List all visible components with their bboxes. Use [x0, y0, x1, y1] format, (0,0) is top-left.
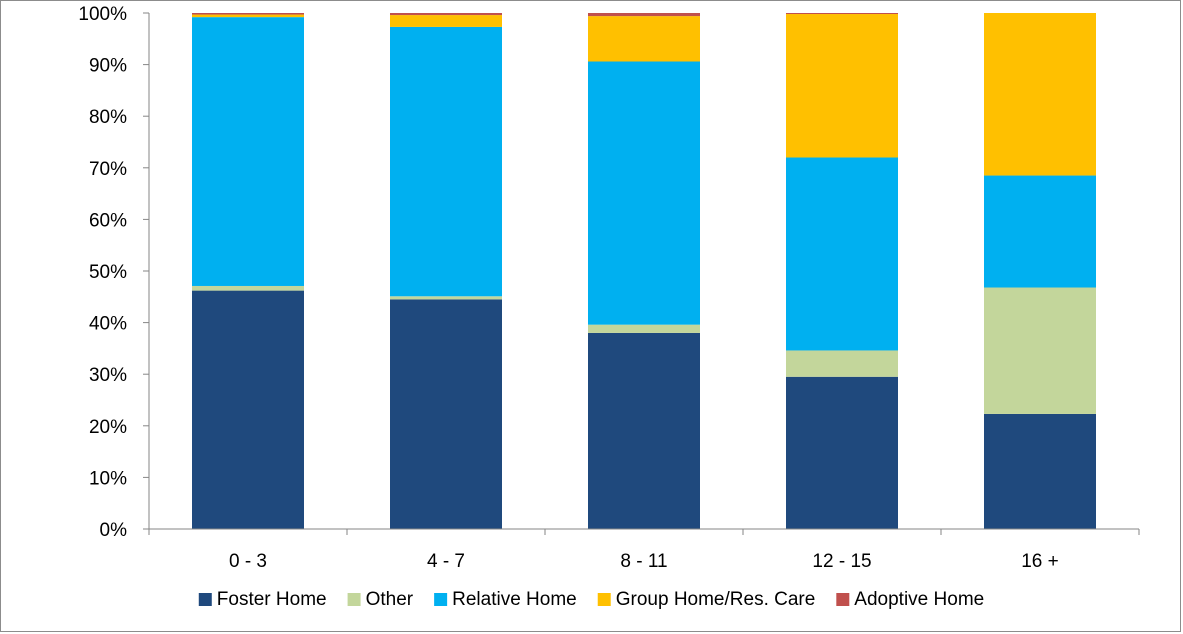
bar-segment-12-15-group-home-res-care — [786, 14, 898, 158]
y-tick-label: 50% — [89, 262, 127, 283]
legend-item-foster-home: Foster Home — [198, 589, 327, 610]
bar-segment-16-relative-home — [984, 175, 1096, 288]
bar-segment-4-7-relative-home — [390, 26, 502, 297]
bar-segment-0-3-relative-home — [192, 17, 304, 286]
bar-segment-8-11-adoptive-home — [588, 13, 700, 17]
legend-swatch-other — [347, 593, 361, 606]
legend-item-relative-home: Relative Home — [434, 589, 577, 610]
bar-segment-4-7-other — [390, 296, 502, 300]
bar-segment-0-3-adoptive-home — [192, 13, 304, 15]
legend-label: Foster Home — [217, 589, 327, 610]
y-tick-label: 100% — [78, 4, 127, 25]
legend-item-group-home-res-care: Group Home/Res. Care — [597, 589, 816, 610]
legend-swatch-foster-home — [198, 593, 212, 606]
legend-label: Group Home/Res. Care — [616, 589, 816, 610]
bar-segment-0-3-other — [192, 285, 304, 291]
y-tick-label: 80% — [89, 107, 127, 128]
bar-segment-12-15-adoptive-home — [786, 13, 898, 15]
bar-segment-12-15-relative-home — [786, 157, 898, 351]
y-tick-label: 40% — [89, 314, 127, 335]
bar-segment-4-7-adoptive-home — [390, 13, 502, 16]
x-tick-label: 12 - 15 — [812, 551, 871, 572]
y-tick-label: 30% — [89, 365, 127, 386]
bar-segment-4-7-foster-home — [390, 299, 502, 529]
legend-label: Adoptive Home — [854, 589, 984, 610]
y-tick-label: 90% — [89, 56, 127, 77]
legend-swatch-group-home-res-care — [597, 593, 611, 606]
x-tick-labels: 0 - 3 4 - 7 8 - 11 12 - 15 16 + — [229, 551, 1059, 572]
bar-segment-16-other — [984, 287, 1096, 414]
bar-segment-8-11-foster-home — [588, 332, 700, 529]
axes-layer — [143, 12, 1140, 535]
bar-segment-16-foster-home — [984, 413, 1096, 529]
bar-segment-8-11-group-home-res-care — [588, 16, 700, 62]
legend-label: Relative Home — [452, 589, 577, 610]
x-tick-label: 4 - 7 — [427, 551, 465, 572]
legend-item-other: Other — [347, 589, 414, 610]
y-tick-label: 20% — [89, 417, 127, 438]
bar-segment-4-7-group-home-res-care — [390, 15, 502, 27]
x-tick-label: 16 + — [1021, 551, 1059, 572]
bar-segment-0-3-group-home-res-care — [192, 14, 304, 18]
legend-item-adoptive-home: Adoptive Home — [836, 589, 984, 610]
bar-segment-8-11-other — [588, 324, 700, 333]
bar-segment-16-group-home-res-care — [984, 13, 1096, 176]
y-tick-label: 70% — [89, 159, 127, 180]
x-tick-label: 0 - 3 — [229, 551, 267, 572]
y-tick-label: 0% — [100, 520, 128, 541]
bar-segment-12-15-foster-home — [786, 376, 898, 529]
bar-segment-8-11-relative-home — [588, 61, 700, 325]
legend-label: Other — [366, 589, 414, 610]
y-tick-label: 60% — [89, 210, 127, 231]
legend-swatch-relative-home — [434, 593, 448, 606]
bar-segment-0-3-foster-home — [192, 290, 304, 529]
y-tick-label: 10% — [89, 468, 127, 489]
legend: Foster Home Other Relative Home Group Home/… — [198, 589, 984, 610]
legend-swatch-adoptive-home — [836, 593, 850, 606]
y-tick-labels: 0% 10% 20% 30% 40% 50% 60% 70% 80% 90% 100% — [78, 4, 127, 541]
bar-segment-12-15-other — [786, 350, 898, 377]
bars-layer — [192, 13, 1096, 529]
x-tick-label: 8 - 11 — [620, 551, 667, 572]
